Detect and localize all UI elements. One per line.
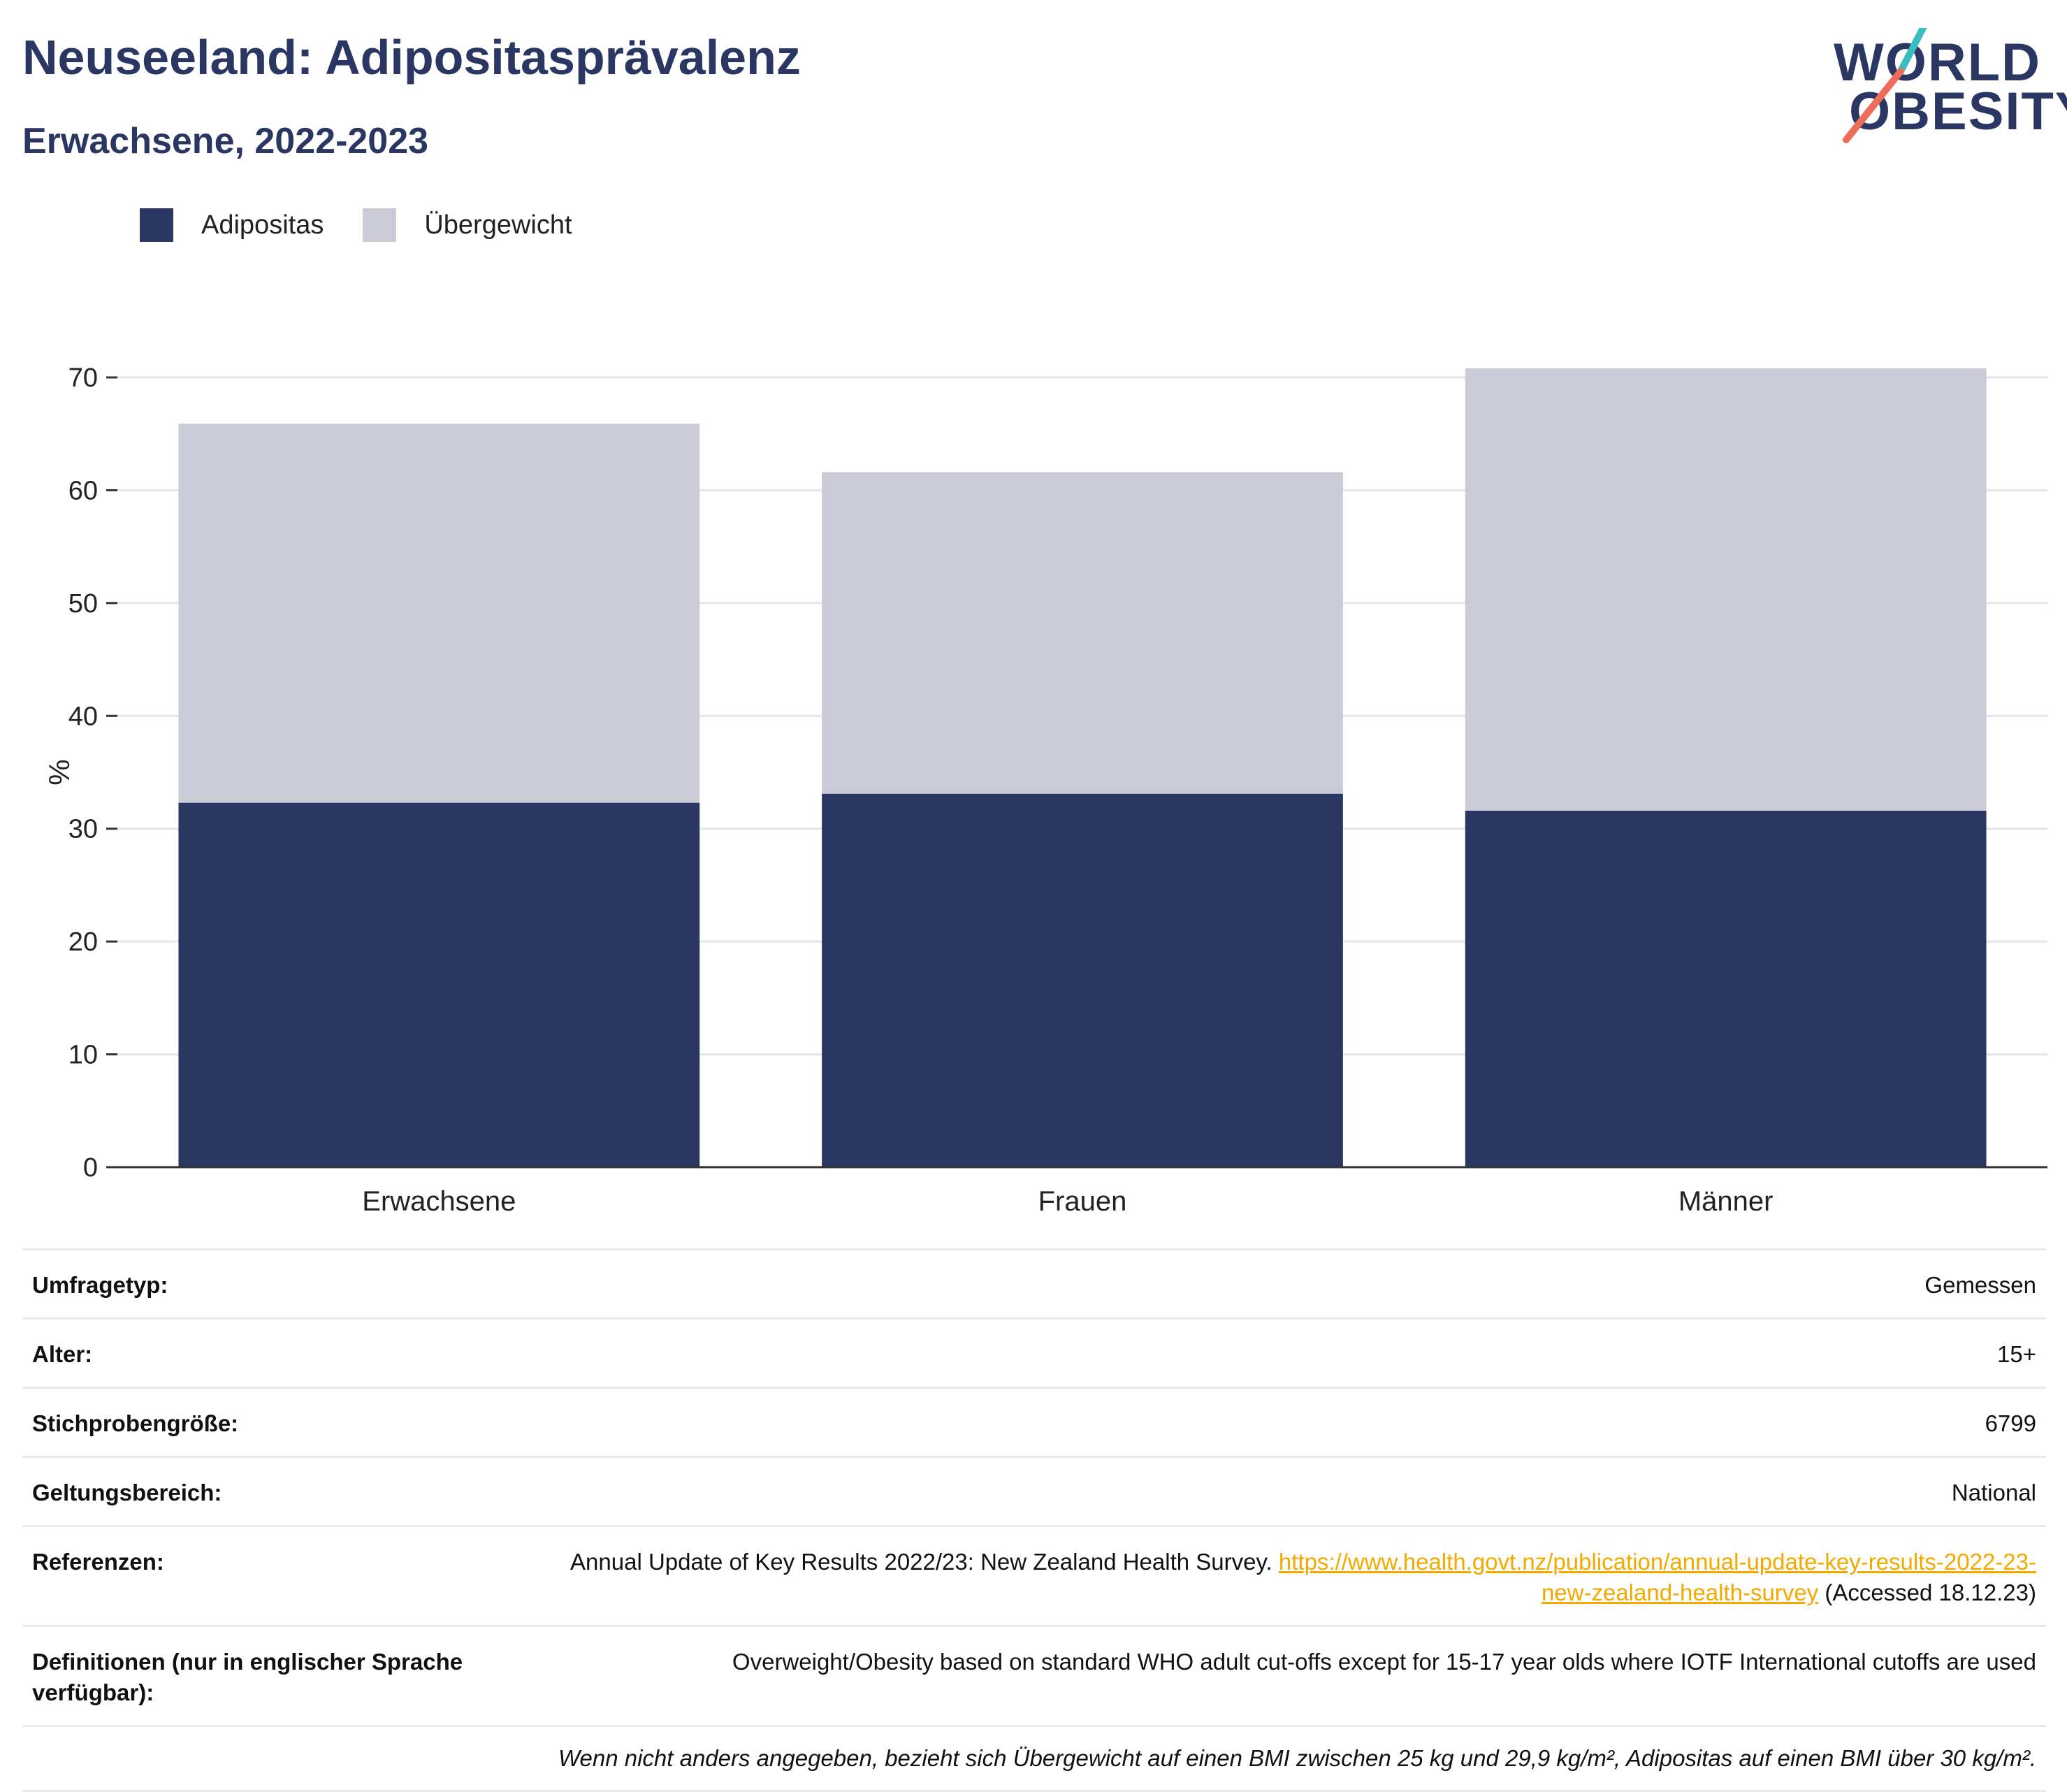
world-obesity-logo: WORLD OBESITY — [1817, 28, 2067, 154]
bar-adipositas-1 — [822, 793, 1343, 1167]
info-value: Gemessen — [1924, 1272, 2036, 1298]
reference-accessed: (Accessed 18.12.23) — [1825, 1580, 2036, 1605]
bar-uebergewicht-1 — [822, 472, 1343, 794]
survey-info-table: Umfragetyp: Gemessen Alter: 15+ Stichpro… — [22, 1248, 2046, 1792]
legend-item-uebergewicht[interactable]: Übergewicht — [363, 208, 572, 242]
x-tick-label: Erwachsene — [362, 1186, 516, 1217]
y-tick-label: 20 — [68, 927, 98, 957]
y-tick-label: 40 — [68, 702, 98, 731]
y-tick-label: 10 — [68, 1041, 98, 1070]
legend-label-adipositas: Adipositas — [201, 210, 324, 240]
reference-text: Annual Update of Key Results 2022/23: Ne… — [570, 1549, 1272, 1575]
info-row-age: Alter: 15+ — [22, 1317, 2046, 1387]
info-row-sample-size: Stichprobengröße: 6799 — [22, 1387, 2046, 1456]
legend-swatch-uebergewicht — [363, 208, 397, 242]
info-row-survey-type: Umfragetyp: Gemessen — [22, 1248, 2046, 1317]
y-axis-label: % — [43, 759, 75, 785]
bar-adipositas-0 — [178, 802, 700, 1167]
x-tick-label: Frauen — [1038, 1186, 1127, 1217]
logo-slash-icon — [1843, 28, 1927, 143]
legend-swatch-adipositas — [140, 208, 173, 242]
reference-link[interactable]: https://www.health.govt.nz/publication/a… — [1278, 1549, 2036, 1605]
info-value: National — [1951, 1480, 2036, 1505]
info-value: Overweight/Obesity based on standard WHO… — [732, 1649, 2036, 1675]
footnote: Wenn nicht anders angegeben, bezieht sic… — [22, 1725, 2046, 1792]
info-label: Referenzen: — [32, 1549, 164, 1575]
info-value: 15+ — [1997, 1341, 2036, 1367]
legend-label-uebergewicht: Übergewicht — [424, 210, 572, 240]
info-label: Alter: — [32, 1341, 93, 1367]
y-tick-label: 30 — [68, 815, 98, 844]
bar-adipositas-2 — [1465, 810, 1987, 1167]
info-label: Definitionen (nur in englischer Sprache … — [32, 1649, 463, 1705]
stacked-bar-chart: 0 10 20 30 40 50 60 70% Erwachsene Frauen Männer — [43, 363, 2047, 1217]
chart-subtitle: Erwachsene, 2022-2023 — [22, 121, 429, 161]
y-tick-label: 0 — [83, 1153, 98, 1183]
info-row-scope: Geltungsbereich: National — [22, 1456, 2046, 1525]
info-value: Annual Update of Key Results 2022/23: Ne… — [563, 1547, 2036, 1608]
logo-text-world: WORLD — [1834, 33, 2042, 92]
legend-item-adipositas[interactable]: Adipositas — [140, 208, 324, 242]
x-tick-label: Männer — [1678, 1186, 1774, 1217]
info-row-references: Referenzen: Annual Update of Key Results… — [22, 1525, 2046, 1625]
info-value: 6799 — [1985, 1410, 2036, 1436]
info-row-definitions: Definitionen (nur in englischer Sprache … — [22, 1625, 2046, 1725]
bar-uebergewicht-0 — [178, 424, 700, 803]
chart-title: Neuseeland: Adipositasprävalenz — [22, 30, 801, 85]
info-label: Umfragetyp: — [32, 1272, 168, 1298]
chart-legend: Adipositas Übergewicht — [140, 208, 611, 242]
y-tick-label: 60 — [68, 476, 98, 505]
y-tick-label: 70 — [68, 363, 98, 393]
info-label: Geltungsbereich: — [32, 1480, 222, 1505]
info-label: Stichprobengröße: — [32, 1410, 239, 1436]
y-tick-label: 50 — [68, 589, 98, 619]
bar-uebergewicht-2 — [1465, 368, 1987, 811]
